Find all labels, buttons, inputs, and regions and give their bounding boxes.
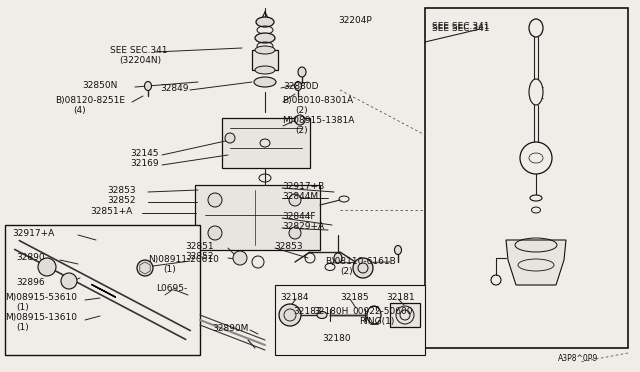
Text: 32917+A: 32917+A <box>12 229 54 238</box>
Text: (1): (1) <box>163 265 176 274</box>
Text: (4): (4) <box>73 106 86 115</box>
Circle shape <box>38 258 56 276</box>
Bar <box>252 50 278 70</box>
Circle shape <box>289 194 301 206</box>
Text: N)08911-20610: N)08911-20610 <box>148 255 219 264</box>
Text: 32183: 32183 <box>293 307 322 316</box>
Text: 32204P: 32204P <box>338 16 372 25</box>
Ellipse shape <box>529 79 543 105</box>
Text: 32829+A: 32829+A <box>282 222 324 231</box>
Text: A3P8^0P9: A3P8^0P9 <box>558 354 598 363</box>
Circle shape <box>520 142 552 174</box>
Circle shape <box>279 304 301 326</box>
Text: 32844M: 32844M <box>282 192 318 201</box>
Bar <box>5 225 200 355</box>
Circle shape <box>208 226 222 240</box>
Ellipse shape <box>394 246 401 254</box>
Ellipse shape <box>298 67 306 77</box>
Ellipse shape <box>295 115 305 125</box>
Text: (2): (2) <box>295 126 308 135</box>
Text: 32850N: 32850N <box>82 81 117 90</box>
Text: 32890: 32890 <box>16 253 45 262</box>
Ellipse shape <box>255 46 275 54</box>
Text: 32181: 32181 <box>386 293 415 302</box>
Text: (2): (2) <box>295 106 308 115</box>
Ellipse shape <box>294 81 301 90</box>
Ellipse shape <box>530 195 542 201</box>
Text: (1): (1) <box>16 323 29 332</box>
Circle shape <box>137 260 153 276</box>
Text: (2): (2) <box>340 267 353 276</box>
Text: 00922-50600: 00922-50600 <box>352 307 413 316</box>
Text: B)08120-8251E: B)08120-8251E <box>55 96 125 105</box>
Text: M)08915-53610: M)08915-53610 <box>5 293 77 302</box>
Ellipse shape <box>256 17 274 27</box>
Text: 32180H: 32180H <box>313 307 348 316</box>
Text: SEE SEC.341: SEE SEC.341 <box>432 22 490 31</box>
Text: 32917+B: 32917+B <box>282 182 324 191</box>
Text: 32169: 32169 <box>130 159 159 168</box>
Text: RING(1): RING(1) <box>359 317 394 326</box>
Text: 32890M: 32890M <box>212 324 248 333</box>
Circle shape <box>289 227 301 239</box>
Text: 32844F: 32844F <box>282 212 316 221</box>
Text: 32880D: 32880D <box>283 82 319 91</box>
Text: 32852: 32852 <box>185 252 214 261</box>
Ellipse shape <box>255 33 275 43</box>
Text: 32145: 32145 <box>130 149 159 158</box>
Circle shape <box>225 133 235 143</box>
Circle shape <box>208 193 222 207</box>
Polygon shape <box>506 240 566 285</box>
Circle shape <box>61 273 77 289</box>
Text: L0695-: L0695- <box>156 284 188 293</box>
Text: 32896: 32896 <box>16 278 45 287</box>
Ellipse shape <box>255 66 275 74</box>
Text: SEE SEC.341: SEE SEC.341 <box>110 46 168 55</box>
Text: 32185: 32185 <box>340 293 369 302</box>
Circle shape <box>233 251 247 265</box>
Text: 32853: 32853 <box>107 186 136 195</box>
Text: 32853: 32853 <box>274 242 303 251</box>
Text: 32851+A: 32851+A <box>90 207 132 216</box>
Bar <box>275 285 425 355</box>
Ellipse shape <box>145 81 152 90</box>
Text: (32204N): (32204N) <box>119 56 161 65</box>
Text: M)08915-13610: M)08915-13610 <box>5 313 77 322</box>
Bar <box>222 118 310 168</box>
Text: (1): (1) <box>16 303 29 312</box>
Text: 32852: 32852 <box>107 196 136 205</box>
Text: SEE SEC.341: SEE SEC.341 <box>432 24 490 33</box>
Ellipse shape <box>254 77 276 87</box>
Text: 32180: 32180 <box>322 334 351 343</box>
Text: 32184: 32184 <box>280 293 308 302</box>
Bar <box>195 185 320 250</box>
Text: B)08110-6161B: B)08110-6161B <box>325 257 396 266</box>
Ellipse shape <box>531 207 541 213</box>
Bar <box>390 303 420 327</box>
Text: 32849: 32849 <box>160 84 189 93</box>
Text: M)08915-1381A: M)08915-1381A <box>282 116 355 125</box>
Ellipse shape <box>334 253 342 263</box>
Bar <box>425 8 628 348</box>
Ellipse shape <box>317 311 327 318</box>
Text: 32851: 32851 <box>185 242 214 251</box>
Polygon shape <box>92 285 116 297</box>
Ellipse shape <box>529 19 543 37</box>
Circle shape <box>353 258 373 278</box>
Text: B)0B010-8301A: B)0B010-8301A <box>282 96 353 105</box>
